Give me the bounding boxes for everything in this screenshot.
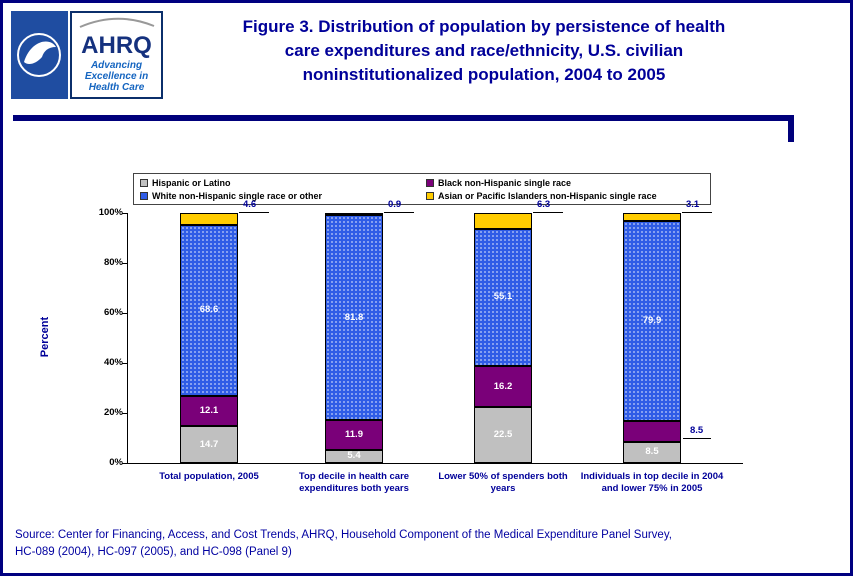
hhs-seal-icon [17, 33, 61, 77]
figure-title-line: noninstitutionalized population, 2004 to… [302, 65, 666, 84]
segment-value-label: 0.9 [388, 199, 402, 210]
segment-value-label: 4.6 [243, 199, 257, 210]
header-divider-vertical [788, 115, 794, 142]
legend-label: White non-Hispanic single race or other [152, 190, 323, 201]
bar-segment [474, 212, 532, 229]
legend-label: Asian or Pacific Islanders non-Hispanic … [438, 190, 657, 201]
y-tick-mark [122, 463, 127, 464]
figure-title-line: Figure 3. Distribution of population by … [242, 17, 726, 36]
y-axis-line [127, 213, 128, 464]
bar-segment [623, 420, 681, 442]
segment-value-label: 8.5 [645, 446, 659, 458]
segment-value-label: 55.1 [493, 291, 513, 303]
y-tick-mark [122, 263, 127, 264]
ahrq-tagline-line: Advancing [90, 60, 143, 71]
segment-value-label: 22.5 [493, 428, 513, 440]
figure-title: Figure 3. Distribution of population by … [175, 15, 793, 87]
segment-value-label: 8.5 [690, 425, 704, 437]
x-category-label: Top decile in health care expenditures b… [298, 471, 410, 494]
chart-canvas: Percent 0% 20% 40% 60% 80% 100% 14.7 12.1 68.6 4.… [3, 3, 850, 573]
y-tick-label: 0% [109, 457, 123, 468]
header-divider-horizontal [13, 115, 791, 121]
segment-value-label: 14.7 [199, 438, 219, 450]
bar-segment [325, 215, 383, 420]
ahrq-swoosh-icon [79, 17, 154, 28]
label-leader-line [683, 438, 711, 440]
label-leader-line [682, 212, 712, 213]
segment-value-label: 3.1 [686, 199, 700, 210]
y-tick-label: 80% [103, 257, 123, 268]
bar-segment [474, 228, 532, 367]
source-note-line: Source: Center for Financing, Access, an… [15, 529, 672, 541]
bar-segment [474, 366, 532, 407]
legend-swatch [140, 191, 148, 200]
segment-value-label: 16.2 [493, 380, 513, 392]
bar-segment [325, 213, 383, 216]
bar-segment [180, 213, 238, 225]
y-tick-mark [122, 213, 127, 214]
ahrq-tagline-line: Health Care [88, 82, 145, 93]
bar-segment [623, 441, 681, 463]
segment-value-label: 5.4 [347, 450, 361, 462]
segment-value-label: 79.9 [642, 314, 662, 326]
segment-value-label: 81.8 [344, 311, 364, 323]
y-tick-mark [122, 413, 127, 414]
segment-value-label: 6.3 [537, 198, 551, 210]
label-leader-line [384, 212, 414, 213]
x-axis-line [127, 463, 743, 464]
hhs-logo [11, 11, 68, 99]
bar-segment [325, 449, 383, 463]
segment-value-label: 12.1 [199, 405, 219, 417]
source-note-line: HC-089 (2004), HC-097 (2005), and HC-098… [15, 546, 292, 558]
legend-label: Black non-Hispanic single race [438, 177, 572, 188]
y-tick-label: 60% [103, 307, 123, 318]
legend-swatch [140, 178, 148, 187]
bar-segment [180, 224, 238, 396]
legend-item: Black non-Hispanic single race [426, 176, 704, 189]
ahrq-tagline-line: Excellence in [84, 71, 149, 82]
y-axis-title: Percent [39, 316, 51, 358]
y-tick-label: 20% [103, 407, 123, 418]
figure-title-line: care expenditures and race/ethnicity, U.… [284, 41, 684, 60]
legend-swatch [426, 191, 434, 200]
y-tick-label: 100% [98, 207, 123, 218]
segment-value-label: 68.6 [199, 304, 219, 316]
ahrq-tagline: Advancing Excellence in Health Care [72, 60, 161, 93]
segment-value-label: 11.9 [345, 428, 363, 440]
ahrq-wordmark: AHRQ [81, 32, 152, 59]
chart-legend: Hispanic or Latino Black non-Hispanic sin… [133, 173, 711, 205]
x-category-label: Individuals in top decile in 2004 and lo… [580, 471, 724, 494]
bar-segment [623, 220, 681, 421]
bar-segment [180, 396, 238, 427]
bar-segment [623, 213, 681, 221]
y-tick-mark [122, 363, 127, 364]
legend-swatch [426, 178, 434, 187]
label-leader-line [533, 211, 563, 213]
legend-item: White non-Hispanic single race or other [140, 189, 426, 202]
bar-segment [474, 406, 532, 463]
label-leader-line [239, 212, 269, 213]
ahrq-logo: AHRQ Advancing Excellence in Health Care [70, 11, 163, 99]
y-tick-mark [122, 313, 127, 314]
y-tick-label: 40% [103, 357, 123, 368]
source-note: Source: Center for Financing, Access, an… [15, 527, 840, 561]
bar-segment [325, 419, 383, 450]
legend-label: Hispanic or Latino [152, 177, 231, 188]
x-category-label: Total population, 2005 [159, 471, 259, 482]
x-category-label: Lower 50% of spenders both years [438, 471, 568, 494]
legend-item: Hispanic or Latino [140, 176, 426, 189]
legend-item: Asian or Pacific Islanders non-Hispanic … [426, 189, 704, 202]
bar-segment [180, 426, 238, 463]
